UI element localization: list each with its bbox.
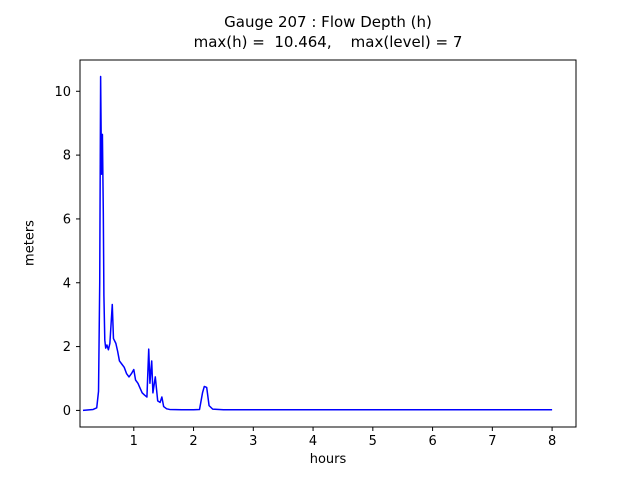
x-tick-label: 4 — [309, 434, 317, 449]
x-tick-label: 1 — [130, 434, 138, 449]
x-axis-label: hours — [309, 452, 347, 467]
y-tick-label: 2 — [63, 340, 71, 355]
title-block: Gauge 207 : Flow Depth (h) max(h) = 10.4… — [80, 12, 576, 52]
x-tick-label: 7 — [488, 434, 496, 449]
x-tick-label: 5 — [369, 434, 377, 449]
y-tick-label: 10 — [54, 85, 71, 100]
y-axis-label: meters — [22, 220, 38, 266]
y-tick-label: 0 — [63, 404, 71, 419]
flow-depth-h-line — [82, 75, 553, 412]
chart-title: Gauge 207 : Flow Depth (h) — [224, 13, 432, 31]
y-tick-label: 8 — [63, 149, 71, 164]
y-tick-label: 6 — [63, 212, 71, 227]
plot-border — [79, 59, 577, 428]
x-tick-label: 2 — [189, 434, 197, 449]
y-tick-label: 4 — [63, 276, 71, 291]
x-tick-label: 3 — [249, 434, 257, 449]
x-tick-label: 8 — [548, 434, 556, 449]
x-tick-label: 6 — [428, 434, 436, 449]
chart-subtitle: max(h) = 10.464, max(level) = 7 — [193, 33, 463, 51]
